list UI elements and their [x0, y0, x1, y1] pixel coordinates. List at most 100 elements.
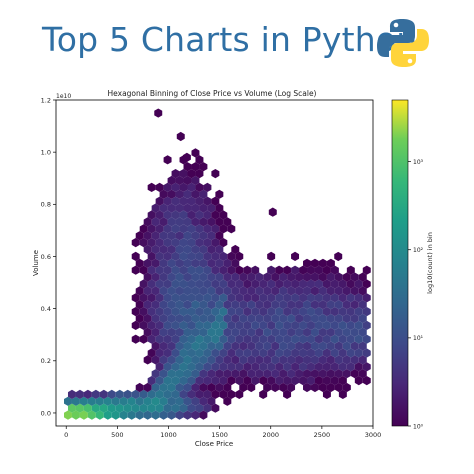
hexbin-cell: [318, 327, 327, 337]
hexbin-cell: [215, 189, 224, 199]
hexbin-cell: [131, 320, 140, 330]
hexbin-cell: [267, 279, 276, 289]
hexbin-cell: [167, 382, 176, 393]
hexbin-cell: [95, 410, 104, 420]
hexbin-cell: [310, 382, 319, 393]
hexbin-cell: [187, 334, 196, 344]
hexbin-cell: [263, 369, 272, 379]
colorbar-ticks: 10⁰ 10¹ 10² 10³: [408, 159, 424, 430]
hexbin-cell: [291, 376, 300, 386]
hexbin-cell: [195, 348, 204, 358]
hexbin-cell: [247, 313, 256, 324]
hexbin-cell: [183, 258, 192, 268]
hexbin-cell: [131, 334, 140, 344]
hexbin-cell: [330, 334, 339, 344]
hexbin-cell: [358, 272, 367, 282]
hexbin-cell: [167, 313, 176, 324]
hexbin-cell: [211, 403, 220, 413]
hexbin-cell: [211, 362, 220, 372]
hexbin-cell: [179, 182, 188, 192]
hexbin-cell: [207, 217, 216, 227]
hexbin-cell: [159, 327, 168, 337]
hexbin-cell: [187, 238, 196, 248]
hexbin-cell: [362, 320, 371, 330]
hexbin-cell: [183, 286, 192, 296]
hexbin-cell: [163, 224, 172, 234]
hexbin-cell: [139, 334, 148, 344]
hexbin-cell: [195, 293, 204, 303]
hexbin-cell: [283, 348, 292, 358]
hexbin-cell: [195, 307, 204, 317]
hexbin-cell: [354, 293, 363, 303]
hexbin-cell: [175, 341, 184, 351]
hexbin-cell: [191, 300, 200, 310]
hexbin-cell: [275, 279, 284, 289]
hexbin-cell: [155, 265, 164, 275]
hexbin-cell: [235, 362, 244, 372]
hexbin-cell: [307, 307, 315, 317]
hexbin-cell: [163, 251, 172, 261]
hexbin-cell: [147, 238, 156, 248]
hexbin-cell: [219, 362, 228, 372]
x-tick-label: 500: [111, 431, 123, 439]
hexbin-cell: [299, 334, 308, 344]
hexbin-cell: [334, 313, 343, 324]
hexbin-cell: [215, 217, 224, 227]
hexbin-cell: [255, 369, 264, 379]
hexbin-cell: [295, 272, 304, 282]
hexbin-cell: [231, 369, 240, 379]
hexbin-cell: [155, 348, 164, 358]
hexbin-cell: [79, 410, 88, 420]
hexbin-cell: [187, 265, 196, 275]
hexbin-cell: [163, 348, 172, 358]
hexbin-cell: [231, 258, 240, 268]
hexbin-cell: [350, 341, 359, 351]
hexbin-cell: [279, 355, 288, 365]
hexbin-cell: [107, 389, 116, 399]
hexbin-cell: [203, 293, 212, 303]
hexbin-cell: [179, 251, 188, 261]
hexbin-cell: [211, 307, 220, 317]
hexbin-cell: [179, 279, 188, 289]
hexbin-cell: [326, 300, 335, 310]
hexbin-cell: [211, 169, 220, 179]
hexbin-cell: [318, 369, 327, 379]
hexbin-cell: [179, 403, 188, 413]
hexbin-cell: [64, 410, 72, 420]
hexbin-cell: [195, 155, 204, 165]
hexbin-cell: [334, 369, 343, 379]
hexbin-cell: [263, 300, 272, 310]
hexbin-cell: [259, 376, 268, 386]
hexbin-cell: [147, 224, 156, 234]
hexbin-cell: [231, 341, 240, 351]
hexbin-cell: [251, 362, 260, 372]
hexbin-cell: [235, 389, 244, 399]
hexbin-cell: [255, 327, 264, 337]
hexbin-cell: [215, 382, 224, 393]
hexbin-cell: [279, 341, 288, 351]
hexbin-cell: [295, 355, 304, 365]
hexbin-cell: [259, 307, 268, 317]
hexbin-cell: [283, 320, 292, 330]
hexbin-cell: [314, 293, 323, 303]
hexbin-cell: [211, 320, 220, 330]
hexbin-cell: [203, 307, 212, 317]
hexbin-cell: [231, 300, 240, 310]
hexbin-cell: [87, 396, 96, 406]
hexbin-cell: [167, 189, 176, 199]
hexbin-cell: [143, 258, 152, 268]
hexbin-cell: [183, 382, 192, 393]
hexbin-cell: [167, 369, 176, 379]
hexbin-cell: [322, 348, 331, 358]
hexbin-cell: [239, 355, 248, 365]
hexbin-cell: [159, 382, 168, 393]
hexbin-cell: [287, 355, 296, 365]
hexbin-cell: [303, 327, 311, 337]
hexbin-cell: [362, 362, 371, 372]
hexbin-cell: [322, 265, 331, 275]
y-axis-label: Volume: [32, 250, 40, 276]
hexbin-cell: [67, 389, 76, 399]
hexbin-cell: [247, 286, 256, 296]
hexbin-cell: [310, 327, 319, 337]
hexbin-cell: [131, 251, 140, 261]
